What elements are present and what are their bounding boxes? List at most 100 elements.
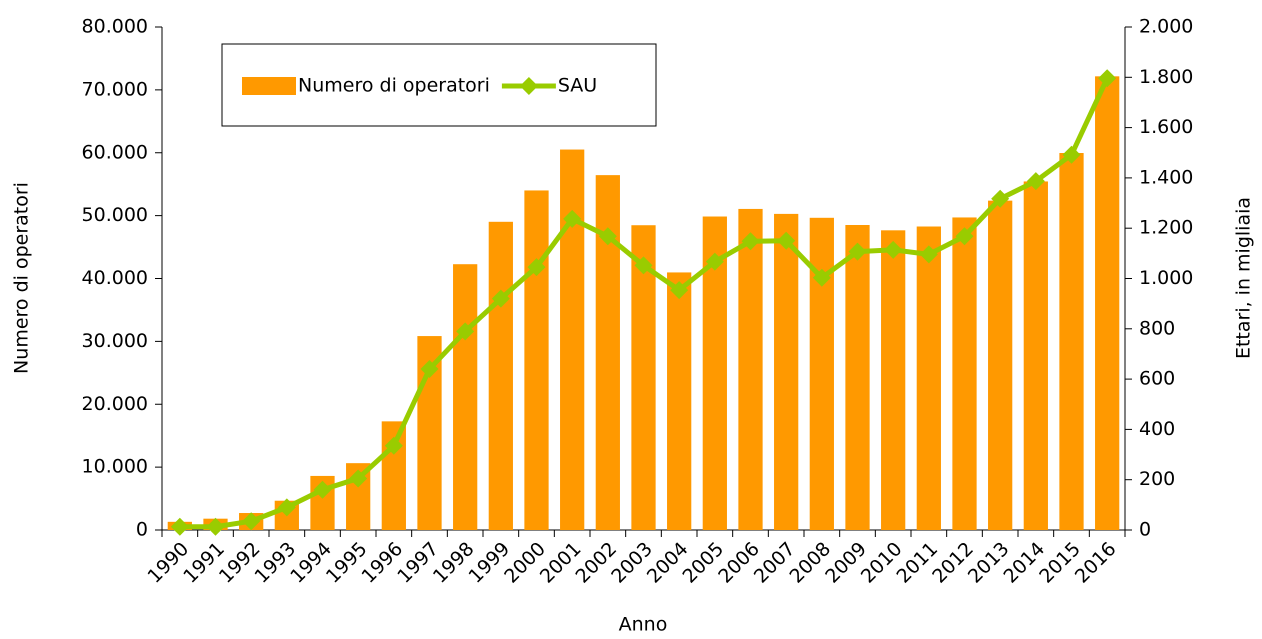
line-marker <box>349 469 368 488</box>
line-marker <box>491 289 510 308</box>
line-marker <box>1062 145 1081 164</box>
x-tick-label: 2012 <box>928 538 978 588</box>
y-tick-label: 20.000 <box>82 393 148 415</box>
bar <box>453 264 478 530</box>
x-tick-label: 2011 <box>893 538 943 588</box>
y2-tick-label: 200 <box>1139 468 1175 490</box>
legend-marker <box>519 77 538 95</box>
bar <box>667 272 692 530</box>
x-tick-label: 1997 <box>393 538 443 588</box>
y2-tick-label: 600 <box>1139 368 1175 390</box>
line-marker <box>598 227 617 246</box>
y2-tick-label: 800 <box>1139 317 1175 339</box>
line-marker <box>741 232 760 251</box>
line-marker <box>527 258 546 277</box>
bar <box>1095 76 1120 530</box>
bar <box>774 213 799 530</box>
y-tick-label: 70.000 <box>82 78 148 100</box>
y2-tick-label: 1.600 <box>1139 116 1193 138</box>
bar <box>881 230 906 530</box>
x-tick-label: 2006 <box>714 538 764 588</box>
x-tick-label: 2005 <box>679 538 729 588</box>
legend-swatch <box>242 77 296 95</box>
y-tick-label: 10.000 <box>82 456 148 478</box>
x-tick-label: 1993 <box>251 538 301 588</box>
y-tick-label: 0 <box>136 519 148 541</box>
bar <box>952 217 977 531</box>
x-tick-label: 2003 <box>607 538 657 588</box>
line-marker <box>420 360 439 379</box>
line-marker <box>206 517 225 536</box>
line-marker <box>705 252 724 271</box>
line-marker <box>634 256 653 275</box>
legend: Numero di operatori SAU <box>221 43 657 127</box>
x-tick-label: 2008 <box>786 538 836 588</box>
bar <box>631 225 656 530</box>
x-tick-label: 2010 <box>857 538 907 588</box>
line-marker <box>670 281 689 300</box>
bar <box>1059 153 1084 530</box>
x-tick-label: 2014 <box>1000 538 1050 588</box>
bar <box>809 217 834 530</box>
y2-tick-label: 400 <box>1139 418 1175 440</box>
y-tick-label: 60.000 <box>82 141 148 163</box>
legend-label: SAU <box>558 75 597 97</box>
y2-tick-label: 1.000 <box>1139 267 1193 289</box>
x-tick-label: 2001 <box>536 538 586 588</box>
line-marker <box>919 245 938 264</box>
x-tick-label: 1996 <box>358 538 408 588</box>
x-tick-label: 1999 <box>465 538 515 588</box>
bar <box>524 190 549 531</box>
line-marker <box>777 231 796 250</box>
bar <box>845 224 870 530</box>
y2-tick-label: 1.800 <box>1139 66 1193 88</box>
bar <box>916 226 941 530</box>
y-tick-label: 80.000 <box>82 16 148 38</box>
legend-label: Numero di operatori <box>298 75 490 97</box>
line-marker <box>456 322 475 341</box>
x-tick-label: 2004 <box>643 538 693 588</box>
x-tick-label: 1992 <box>215 538 265 588</box>
y-axis-title: Numero di operatori <box>11 182 33 374</box>
x-tick-label: 2009 <box>821 538 871 588</box>
x-tick-label: 2002 <box>572 538 622 588</box>
y2-tick-label: 1.200 <box>1139 217 1193 239</box>
x-tick-label: 1990 <box>144 538 194 588</box>
line-marker <box>242 512 261 531</box>
y-tick-label: 40.000 <box>82 267 148 289</box>
bar <box>1023 181 1048 530</box>
y2-axis-title: Ettari, in migliaia <box>1233 197 1255 359</box>
x-tick-label: 1994 <box>286 538 336 588</box>
y-tick-label: 50.000 <box>82 204 148 226</box>
line-marker <box>277 498 296 517</box>
line-marker <box>1098 69 1117 88</box>
line-marker <box>991 189 1010 208</box>
y2-tick-label: 1.400 <box>1139 166 1193 188</box>
line-marker <box>848 242 867 261</box>
line-marker <box>313 480 332 499</box>
line-marker <box>170 517 189 536</box>
y-tick-label: 30.000 <box>82 330 148 352</box>
y2-tick-label: 2.000 <box>1139 16 1193 38</box>
x-tick-label: 2013 <box>964 538 1014 588</box>
x-tick-label: 2016 <box>1071 538 1121 588</box>
x-tick-label: 1995 <box>322 538 372 588</box>
bar <box>488 221 513 531</box>
x-tick-label: 2000 <box>500 538 550 588</box>
y2-tick-label: 0 <box>1139 519 1151 541</box>
line-marker <box>884 240 903 259</box>
line-marker <box>1026 172 1045 191</box>
line-marker <box>384 436 403 455</box>
line-marker <box>955 227 974 246</box>
bar <box>560 149 585 530</box>
x-tick-label: 1998 <box>429 538 479 588</box>
line-marker <box>812 268 831 287</box>
bar <box>738 208 763 530</box>
line-marker <box>563 209 582 228</box>
x-tick-label: 2007 <box>750 538 800 588</box>
x-tick-label: 1991 <box>179 538 229 588</box>
x-axis-title: Anno <box>619 614 668 636</box>
x-tick-label: 2015 <box>1035 538 1085 588</box>
bar <box>988 200 1013 530</box>
